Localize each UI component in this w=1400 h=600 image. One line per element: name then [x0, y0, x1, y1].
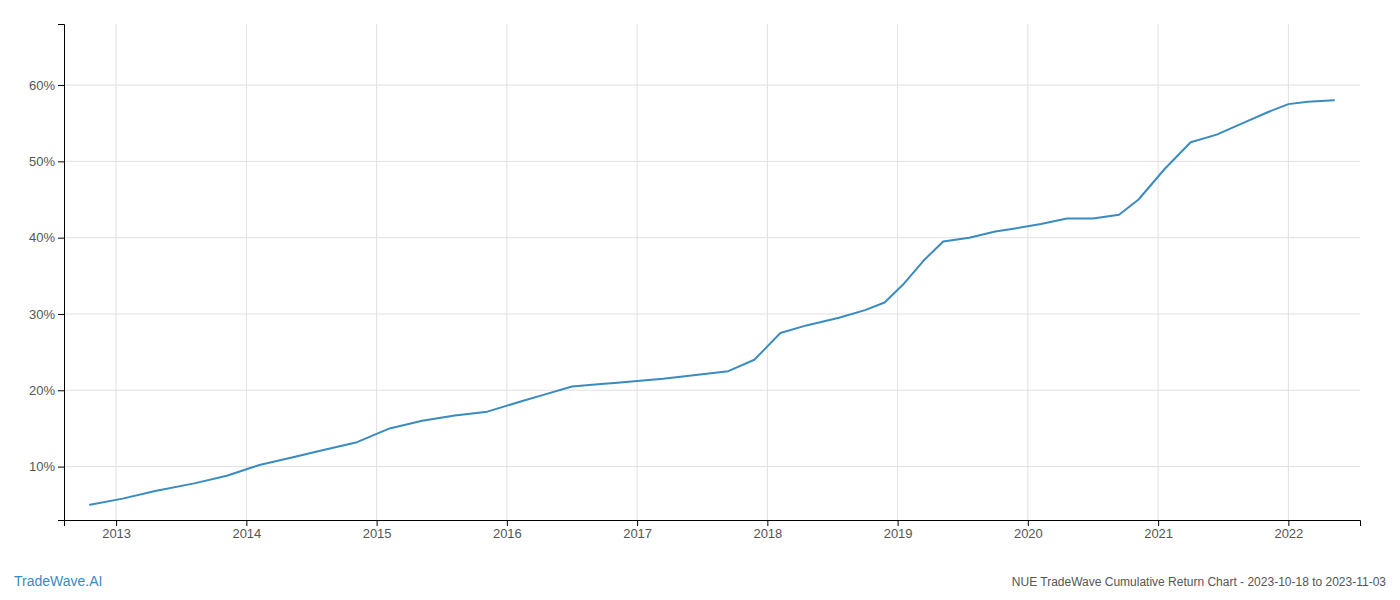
grid-line-x [376, 24, 377, 520]
x-tick: 2021 [1144, 520, 1173, 541]
y-tick-mark [58, 390, 64, 391]
grid-line-x [1027, 24, 1028, 520]
y-axis-line [58, 25, 65, 521]
grid-line-x [1288, 24, 1289, 520]
grid-line-x [506, 24, 507, 520]
grid-line-y [64, 390, 1360, 391]
x-tick-label: 2014 [232, 526, 261, 541]
grid-line-x [767, 24, 768, 520]
y-tick-label: 60% [29, 78, 55, 93]
x-tick-label: 2021 [1144, 526, 1173, 541]
x-tick: 2015 [363, 520, 392, 541]
y-tick-mark [58, 314, 64, 315]
grid-line-y [64, 85, 1360, 86]
x-tick-label: 2013 [102, 526, 131, 541]
y-tick: 50% [29, 154, 64, 169]
x-tick-mark [1028, 520, 1029, 526]
y-tick-mark [58, 85, 64, 86]
x-tick: 2018 [753, 520, 782, 541]
grid-line-y [64, 237, 1360, 238]
title: NUE TradeWave Cumulative Return Chart - … [1012, 575, 1387, 589]
y-tick-label: 40% [29, 230, 55, 245]
x-tick-mark [246, 520, 247, 526]
y-tick-mark [58, 161, 64, 162]
x-tick-label: 2016 [493, 526, 522, 541]
x-tick-mark [898, 520, 899, 526]
grid-line-x [897, 24, 898, 520]
y-tick: 20% [29, 383, 64, 398]
y-axis: 10% 20% 30% 40% 50% 60% [29, 25, 65, 521]
x-tick-mark [377, 520, 378, 526]
grid-line-y [64, 161, 1360, 162]
grid [64, 24, 1360, 520]
grid-line-x [1158, 24, 1159, 520]
x-tick-mark [1158, 520, 1159, 526]
grid-line-x [246, 24, 247, 520]
x-tick: 2020 [1014, 520, 1043, 541]
grid-line-x [637, 24, 638, 520]
x-tick: 2013 [102, 520, 131, 541]
x-tick: 2016 [493, 520, 522, 541]
chart: 2013 2014 2015 2016 2017 2018 2019 2020 2021 2022… [0, 0, 1400, 600]
x-tick-label: 2017 [623, 526, 652, 541]
x-tick-label: 2020 [1014, 526, 1043, 541]
y-tick: 30% [29, 307, 64, 322]
y-tick: 10% [29, 459, 64, 474]
x-tick-label: 2018 [753, 526, 782, 541]
x-tick: 2022 [1274, 520, 1303, 541]
x-tick: 2014 [232, 520, 261, 541]
x-tick: 2017 [623, 520, 652, 541]
y-tick-label: 30% [29, 307, 55, 322]
x-tick-label: 2015 [363, 526, 392, 541]
x-axis-line [65, 521, 1361, 527]
y-tick: 60% [29, 78, 64, 93]
x-tick: 2019 [884, 520, 913, 541]
x-tick-mark [1288, 520, 1289, 526]
y-tick-mark [58, 238, 64, 239]
y-tick-label: 50% [29, 154, 55, 169]
x-tick-mark [767, 520, 768, 526]
x-tick-label: 2019 [884, 526, 913, 541]
x-tick-mark [507, 520, 508, 526]
x-axis: 2013 2014 2015 2016 2017 2018 2019 2020 2021 2022 [65, 520, 1361, 541]
x-tick-label: 2022 [1274, 526, 1303, 541]
x-tick-mark [637, 520, 638, 526]
y-tick-label: 20% [29, 383, 55, 398]
line [90, 100, 1334, 504]
grid-line-y [64, 313, 1360, 314]
plot-area [90, 100, 1334, 504]
y-tick: 40% [29, 230, 64, 245]
y-tick-label: 10% [29, 459, 55, 474]
grid-line-x [116, 24, 117, 520]
x-tick-mark [116, 520, 117, 526]
watermark: TradeWave.AI [14, 573, 102, 589]
y-tick-mark [58, 467, 64, 468]
